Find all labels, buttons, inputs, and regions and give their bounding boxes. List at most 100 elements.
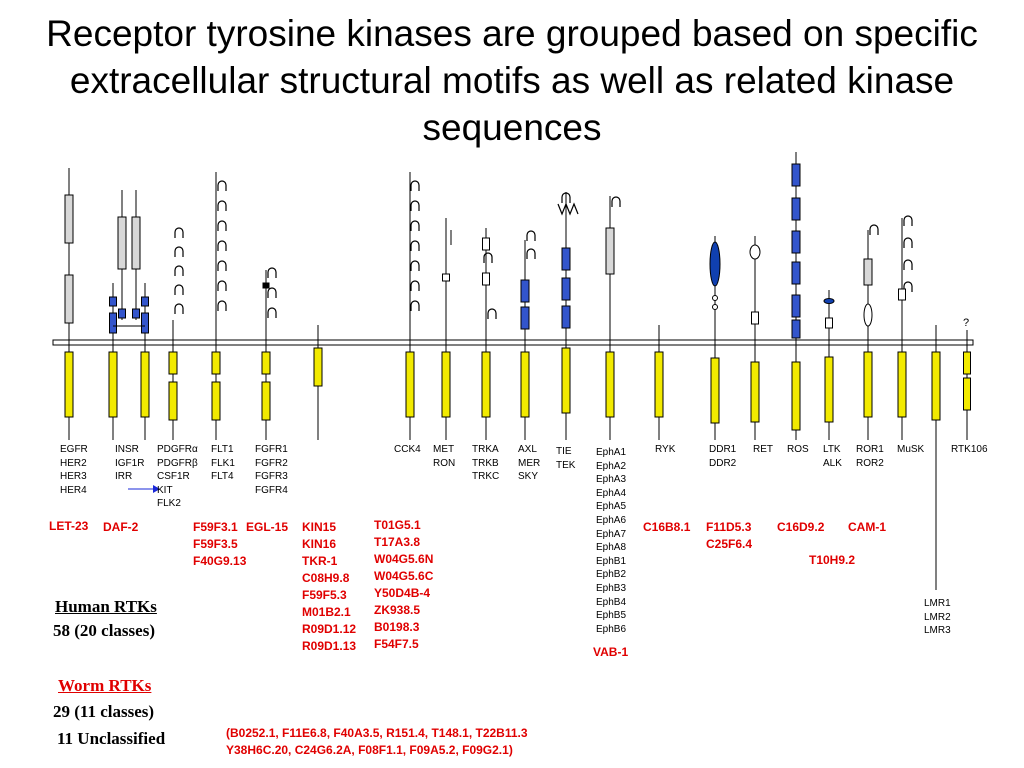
worm-kin-group: KIN15 KIN16 TKR-1 C08H9.8 F59F5.3 M01B2.… xyxy=(302,520,357,653)
small-domain xyxy=(825,317,833,329)
ig-loop xyxy=(410,260,420,271)
worm-daf-2: DAF-2 xyxy=(103,520,139,534)
fibronectin-domain xyxy=(791,197,801,221)
egf-repeat xyxy=(557,202,579,216)
discoidin-domain xyxy=(709,241,721,287)
worm-t01g5-group: T01G5.1 T17A3.8 W04G5.6N W04G5.6C Y50D4B… xyxy=(374,518,434,651)
ig-loop xyxy=(869,224,879,235)
label-axl-family: AXL MER SKY xyxy=(518,444,541,483)
label-met-family: MET RON xyxy=(433,444,456,469)
fibronectin-domain xyxy=(561,305,571,329)
worm-vab-1: VAB-1 xyxy=(593,645,629,659)
kinase-domain xyxy=(313,347,323,387)
fibronectin-domain xyxy=(561,247,571,271)
fibronectin-domain xyxy=(520,306,530,330)
label-ryk: RYK xyxy=(655,444,676,455)
cysteine-rich-domain xyxy=(131,216,141,270)
ig-loop xyxy=(217,220,227,231)
kinase-domain xyxy=(261,381,271,421)
ig-loop xyxy=(483,252,493,263)
kinase-domain xyxy=(520,351,530,418)
cysteine-rich-domain xyxy=(863,258,873,286)
kinase-domain xyxy=(863,351,873,418)
ig-loop xyxy=(217,200,227,211)
ig-loop xyxy=(410,280,420,291)
ig-loop xyxy=(217,280,227,291)
fibronectin-domain xyxy=(109,296,117,307)
fibronectin-domain xyxy=(520,279,530,303)
worm-pdgfr-like: F59F3.1 F59F3.5 F40G9.13 xyxy=(193,520,247,568)
label-musk: MuSK xyxy=(897,444,925,455)
kinase-domain xyxy=(481,351,491,418)
ig-loop xyxy=(174,303,184,314)
ig-loop xyxy=(903,237,913,248)
ig-loop xyxy=(267,287,277,298)
label-ror-family: ROR1 ROR2 xyxy=(856,444,884,469)
worm-t10h9-2: T10H9.2 xyxy=(809,553,856,567)
label-fgfr-family: FGFR1 FGFR2 FGFR3 FGFR4 xyxy=(255,444,288,496)
worm-let-23: LET-23 xyxy=(49,519,89,533)
pdgfr-arrowhead xyxy=(153,485,160,493)
label-flt-family: FLT1 FLK1 FLT4 xyxy=(211,444,235,483)
fibronectin-domain xyxy=(141,296,149,307)
kinase-domain xyxy=(931,351,941,421)
ig-loop xyxy=(410,240,420,251)
unclassified-list-line-2: Y38H6C.20, C24G6.2A, F08F1.1, F09A5.2, F… xyxy=(226,743,513,757)
kinase-domain xyxy=(750,361,760,423)
ig-loop xyxy=(526,248,536,259)
label-insr-family: INSR IGF1R IRR xyxy=(115,444,145,483)
ig-loop xyxy=(410,220,420,231)
small-domain xyxy=(442,273,450,282)
kinase-domain xyxy=(824,356,834,423)
small-domain xyxy=(898,288,906,301)
ig-loop xyxy=(267,267,277,278)
worm-c16b8-1: C16B8.1 xyxy=(643,520,691,534)
cadherin-domain xyxy=(749,244,761,260)
ig-loop xyxy=(410,300,420,311)
kinase-domain xyxy=(140,351,150,418)
label-ltk-family: LTK ALK xyxy=(823,444,842,469)
acid-box xyxy=(262,282,270,289)
ig-loop xyxy=(526,230,536,241)
small-domain xyxy=(751,311,759,325)
unknown-ligand-mark: ? xyxy=(963,317,969,329)
label-eph-family: EphA1 EphA2 EphA3 EphA4 EphA5 EphA6 EphA… xyxy=(596,447,627,635)
ig-loop xyxy=(611,196,621,207)
linker-bead xyxy=(712,304,718,310)
label-ret: RET xyxy=(753,444,773,455)
cysteine-rich-domain xyxy=(64,274,74,324)
ig-loop xyxy=(903,259,913,270)
ig-loop xyxy=(267,307,277,318)
fibronectin-domain xyxy=(132,308,140,319)
label-cck4: CCK4 xyxy=(394,444,421,455)
human-rtks-count: 58 (20 classes) xyxy=(53,621,155,640)
ig-loop xyxy=(410,200,420,211)
fibronectin-domain xyxy=(791,230,801,254)
label-trk-family: TRKA TRKB TRKC xyxy=(472,444,500,483)
kinase-domain xyxy=(108,351,118,418)
ig-loop xyxy=(217,300,227,311)
kinase-domain xyxy=(963,377,971,411)
label-egfr-family: EGFR HER2 HER3 HER4 xyxy=(60,444,88,496)
fibronectin-domain xyxy=(791,319,801,339)
ig-loop xyxy=(174,284,184,295)
fibronectin-domain xyxy=(141,312,149,334)
label-rtk106: RTK106 xyxy=(951,444,988,455)
ig-loop xyxy=(174,265,184,276)
kinase-domain xyxy=(211,351,221,375)
kinase-domain xyxy=(710,357,720,424)
fibronectin-domain xyxy=(791,163,801,187)
small-domain xyxy=(482,237,490,251)
cysteine-rich-domain xyxy=(605,227,615,275)
kinase-domain xyxy=(605,351,615,418)
kinase-domain xyxy=(405,351,415,418)
fibronectin-domain xyxy=(791,261,801,285)
cysteine-rich-domain xyxy=(117,216,127,270)
cysteine-rich-domain xyxy=(64,194,74,244)
ig-loop xyxy=(487,308,497,319)
unclassified-list-line-1: (B0252.1, F11E6.8, F40A3.5, R151.4, T148… xyxy=(226,726,528,740)
ig-loop xyxy=(174,227,184,238)
ig-loop xyxy=(174,246,184,257)
kinase-domain xyxy=(963,351,971,375)
